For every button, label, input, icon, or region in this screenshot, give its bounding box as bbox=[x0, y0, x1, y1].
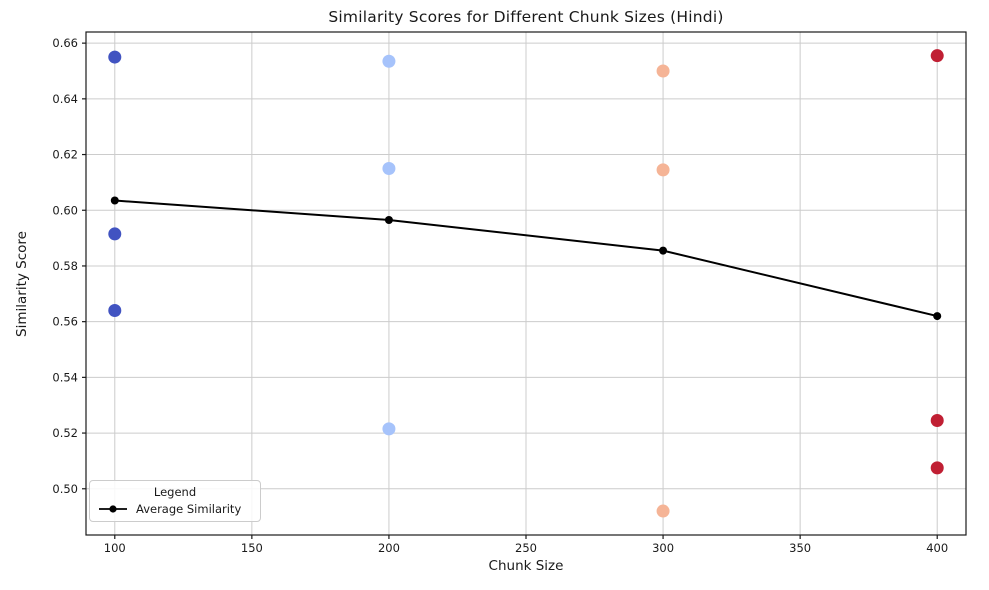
chart-title: Similarity Scores for Different Chunk Si… bbox=[328, 8, 724, 26]
x-tick-label: 300 bbox=[652, 541, 674, 555]
y-axis-label: Similarity Score bbox=[14, 231, 30, 337]
y-tick-label: 0.66 bbox=[52, 36, 78, 50]
legend-entry-label: Average Similarity bbox=[136, 502, 242, 516]
scatter-point-chunk-size-400 bbox=[930, 461, 944, 475]
x-tick-label: 200 bbox=[378, 541, 400, 555]
scatter-point-chunk-size-200 bbox=[382, 161, 396, 175]
y-tick-label: 0.52 bbox=[52, 426, 78, 440]
y-tick-label: 0.56 bbox=[52, 315, 78, 329]
x-tick-label: 250 bbox=[515, 541, 537, 555]
scatter-point-chunk-size-300 bbox=[656, 504, 670, 518]
scatter-point-chunk-size-400 bbox=[930, 414, 944, 428]
y-tick-label: 0.50 bbox=[52, 482, 78, 496]
scatter-point-chunk-size-100 bbox=[108, 50, 122, 64]
x-tick-label: 150 bbox=[241, 541, 263, 555]
scatter-point-chunk-size-200 bbox=[382, 422, 396, 436]
scatter-point-chunk-size-100 bbox=[108, 227, 122, 241]
legend-entry-average-similarity: Average Similarity bbox=[98, 502, 252, 516]
x-tick-label: 100 bbox=[104, 541, 126, 555]
legend-title: Legend bbox=[153, 485, 197, 499]
y-tick-label: 0.60 bbox=[52, 203, 78, 217]
scatter-point-chunk-size-200 bbox=[382, 54, 396, 68]
legend: Legend Average Similarity bbox=[89, 480, 261, 522]
y-tick-label: 0.58 bbox=[52, 259, 78, 273]
y-tick-label: 0.62 bbox=[52, 148, 78, 162]
x-tick-label: 350 bbox=[789, 541, 811, 555]
average-similarity-marker bbox=[384, 215, 393, 224]
y-tick-label: 0.54 bbox=[52, 370, 78, 384]
scatter-point-chunk-size-300 bbox=[656, 163, 670, 177]
scatter-point-chunk-size-400 bbox=[930, 49, 944, 63]
average-similarity-line bbox=[114, 199, 938, 318]
y-tick-label: 0.64 bbox=[52, 92, 78, 106]
x-axis-label: Chunk Size bbox=[488, 558, 564, 574]
average-similarity-marker bbox=[933, 312, 942, 321]
average-similarity-marker bbox=[110, 196, 119, 205]
scatter-point-chunk-size-100 bbox=[108, 304, 122, 318]
average-similarity-marker bbox=[659, 246, 668, 255]
legend-line-dot-marker bbox=[99, 505, 127, 513]
scatter-point-chunk-size-300 bbox=[656, 64, 670, 78]
x-tick-label: 400 bbox=[926, 541, 948, 555]
